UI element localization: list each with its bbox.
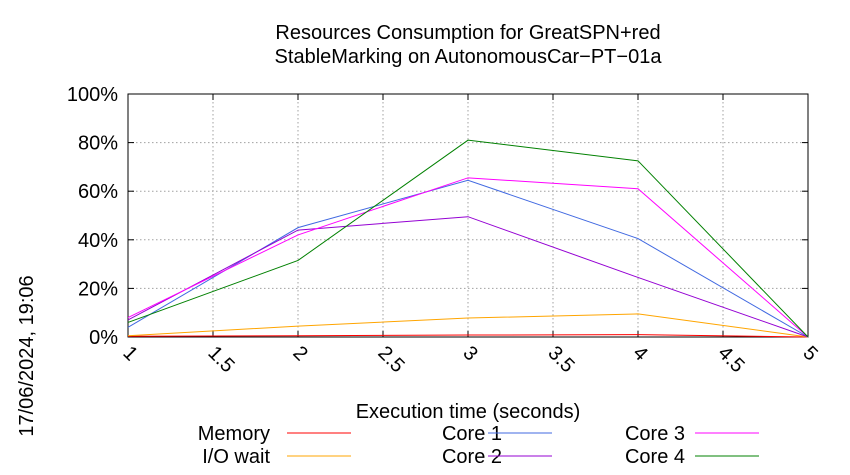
y-tick-label: 100% <box>67 84 118 106</box>
legend-label: Core 4 <box>625 446 685 468</box>
series-line-core-4 <box>127 139 809 338</box>
series-line-core-3 <box>127 177 809 338</box>
y-tick-label: 60% <box>78 181 118 203</box>
timestamp-label: 17/06/2024, 19:06 <box>16 275 38 436</box>
x-tick-label: 3.5 <box>543 342 578 377</box>
x-tick-label: 1 <box>118 342 141 365</box>
x-tick-label: 1.5 <box>203 342 238 377</box>
series-lines <box>127 139 809 338</box>
series-line-memory <box>127 334 809 338</box>
x-axis-label: Execution time (seconds) <box>356 401 581 423</box>
x-tick-label: 2 <box>288 342 311 365</box>
y-tick-label: 0% <box>89 327 118 349</box>
legend-label: Core 2 <box>442 446 502 468</box>
legend-label: I/O wait <box>202 446 270 468</box>
x-tick-label: 5 <box>798 342 821 365</box>
grid-lines <box>128 94 808 337</box>
series-line-core-1 <box>127 179 809 338</box>
chart-title-line-1: Resources Consumption for GreatSPN+red <box>275 22 660 44</box>
y-tick-label: 80% <box>78 133 118 155</box>
x-tick-label: 4.5 <box>713 342 748 377</box>
legend-label: Memory <box>198 423 270 445</box>
legend-label: Core 1 <box>442 423 502 445</box>
series-line-core-2 <box>127 216 809 338</box>
x-tick-label: 2.5 <box>373 342 408 377</box>
y-tick-label: 20% <box>78 278 118 300</box>
y-tick-label: 40% <box>78 230 118 252</box>
x-tick-label: 4 <box>628 342 651 365</box>
legend-label: Core 3 <box>625 423 685 445</box>
x-tick-label: 3 <box>458 342 481 365</box>
chart-title-line-2: StableMarking on AutonomousCar−PT−01a <box>275 46 663 68</box>
series-line-i-o-wait <box>127 313 809 338</box>
